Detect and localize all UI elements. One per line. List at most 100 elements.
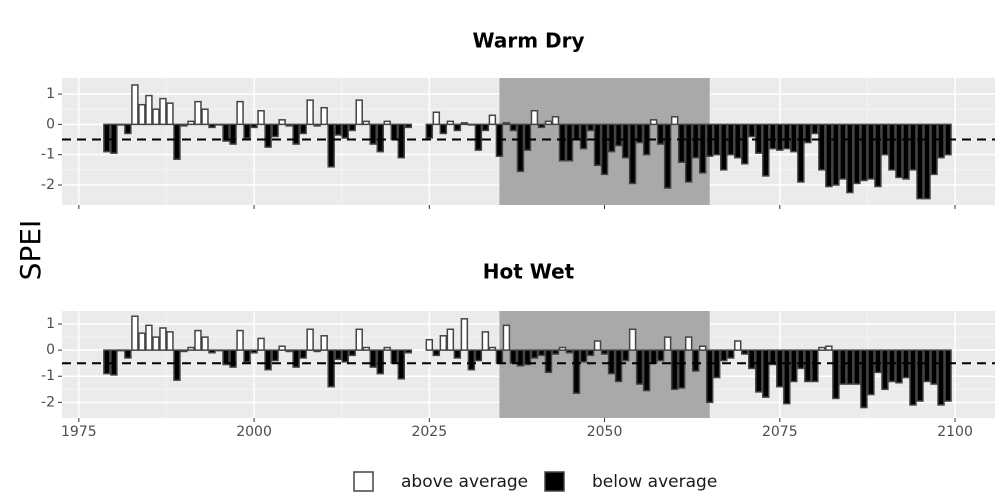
x-tick-label: 1975 [61,424,97,440]
bar [467,123,476,126]
bar [663,336,672,351]
bar [895,349,903,384]
bar [292,349,300,368]
bar [804,123,812,144]
bar [762,123,770,177]
legend-label: below average [592,472,717,492]
bar [923,349,931,383]
bar [180,123,188,127]
bar [558,123,567,162]
bar [656,123,665,145]
bar [614,123,623,147]
bar [341,123,349,139]
bar [152,108,160,126]
bar [348,349,356,357]
bar [397,349,406,380]
bar [663,123,672,189]
bar [860,349,868,409]
bar [874,123,882,188]
bar [832,123,840,186]
bar [937,123,945,159]
bar [453,123,462,132]
bar [243,349,251,363]
bar [741,123,749,165]
bar [117,349,125,352]
bar [159,327,167,351]
bar [222,349,230,366]
bar [208,349,216,354]
bar [755,349,763,393]
bar [888,123,896,171]
bar [299,123,307,135]
bar [544,120,553,126]
bar [194,100,202,126]
bar [677,349,686,389]
bar [278,345,286,351]
bar [264,349,272,371]
bar [271,123,279,138]
bar [250,349,258,354]
bar [355,328,363,351]
bar [741,349,749,355]
bar [173,123,181,160]
bar [607,349,616,375]
bar [320,106,328,126]
bar [285,123,293,127]
bar [306,328,314,351]
bar [853,349,861,385]
bar [313,349,321,353]
bar [825,123,833,188]
bar [376,123,384,153]
bar [783,123,791,150]
bar [145,94,153,126]
legend-swatch [544,471,565,492]
bar [201,336,209,351]
bar [698,345,707,351]
bar [446,120,455,126]
bar [229,349,237,368]
bar [299,349,307,359]
bar [909,123,917,171]
bar [551,349,560,355]
bar [320,335,328,351]
bar [229,123,237,145]
bar [488,346,497,351]
bar [390,349,398,364]
bar [670,116,679,126]
bar [684,123,693,183]
bar [818,123,826,171]
legend-label: above average [401,472,528,492]
bar [769,349,777,366]
legend-swatch [353,471,374,492]
bar [362,346,370,351]
bar [944,349,952,402]
x-tick-label: 2025 [411,424,447,440]
bar [565,349,574,354]
bar [698,123,707,174]
bar [516,349,525,367]
bar [719,123,728,171]
bar [804,349,812,383]
y-tick-label: 1 [46,316,55,332]
bar [628,123,637,185]
bar [635,123,644,144]
bar [278,119,286,126]
bar [811,349,819,383]
bar [881,349,889,391]
bar [327,123,335,168]
bar [187,346,195,351]
bar [656,349,665,362]
bar [208,123,216,129]
bar [474,349,483,362]
bar [397,123,406,159]
bar [425,338,434,351]
bar [145,324,153,351]
bar [593,123,602,167]
bar [306,99,314,126]
bar [649,349,658,364]
bar [895,123,903,179]
bar [565,123,574,162]
bar [635,349,644,385]
bar [404,349,413,354]
bar [579,123,588,150]
